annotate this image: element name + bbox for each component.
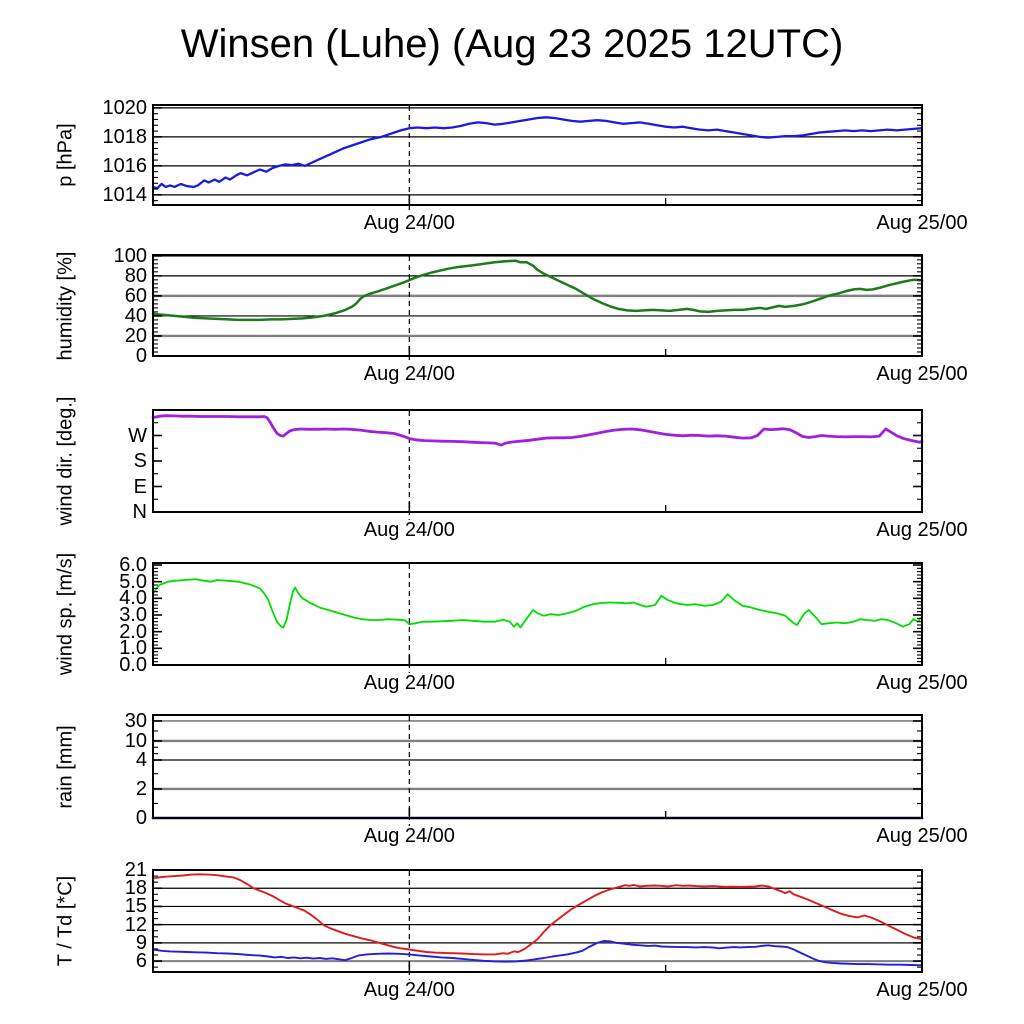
wind-direction-ytick: N xyxy=(132,501,147,523)
temperature-dewpoint-ytick: 21 xyxy=(124,859,147,881)
temperature-dewpoint-ytick: 18 xyxy=(124,877,147,900)
humidity-ytick: 40 xyxy=(124,304,147,327)
humidity-ytick: 20 xyxy=(124,324,147,347)
wind-direction-xlabel: Aug 24/00 xyxy=(363,519,455,541)
temperature-curve xyxy=(152,873,923,956)
pressure-ytick: 1018 xyxy=(102,125,148,148)
dewpoint-curve xyxy=(152,940,923,967)
wind-speed-xlabel: Aug 24/00 xyxy=(363,672,455,694)
rain-ytick: 30 xyxy=(124,709,147,732)
wind-speed-ytick: 5.0 xyxy=(119,570,147,593)
wind-speed-ytick: 0.0 xyxy=(119,654,147,676)
humidity-curve xyxy=(151,259,924,322)
temperature-dewpoint-ytick: 6 xyxy=(135,950,147,973)
rain-ylabel: rain [mm] xyxy=(54,724,77,809)
pressure-xlabel: Aug 25/00 xyxy=(876,212,968,234)
rain-xlabel: Aug 24/00 xyxy=(363,825,455,847)
rain-ytick: 10 xyxy=(124,729,147,752)
wind-speed-xlabel: Aug 25/00 xyxy=(876,672,968,694)
wind-direction-ylabel: wind dir. [deg.] xyxy=(54,396,77,526)
wind-speed-ytick: 2.0 xyxy=(119,620,147,643)
wind-direction-ytick: S xyxy=(133,450,147,472)
humidity-xlabel: Aug 24/00 xyxy=(363,363,455,385)
rain-ytick: 2 xyxy=(135,777,147,800)
pressure-ylabel: p [hPa] xyxy=(54,123,77,187)
humidity-ytick: 100 xyxy=(113,244,147,267)
pressure-xlabel: Aug 24/00 xyxy=(363,212,455,234)
pressure-frame xyxy=(152,104,923,206)
temperature-dewpoint-ytick: 12 xyxy=(124,913,147,936)
wind-speed-curve xyxy=(152,578,923,629)
temperature-dewpoint-ylabel: T / Td [*C] xyxy=(54,875,77,967)
temperature-dewpoint-ytick: 9 xyxy=(135,931,147,954)
pressure-curve xyxy=(151,116,924,190)
wind-speed-ytick: 1.0 xyxy=(119,637,147,660)
wind-direction-frame xyxy=(152,409,923,513)
rain-ytick: 0 xyxy=(135,807,147,829)
wind-speed-ytick: 3.0 xyxy=(119,604,147,626)
humidity-ytick: 60 xyxy=(124,284,147,307)
temperature-dewpoint-xlabel: Aug 24/00 xyxy=(363,979,455,1001)
humidity-ytick: 80 xyxy=(124,264,147,287)
humidity-frame xyxy=(152,254,923,357)
rain-frame xyxy=(152,714,923,819)
rain-xlabel: Aug 25/00 xyxy=(876,825,968,847)
pressure-ytick: 1016 xyxy=(102,154,148,177)
wind-direction-curve xyxy=(151,414,924,447)
wind-direction-xlabel: Aug 25/00 xyxy=(876,519,968,541)
pressure-ytick: 1014 xyxy=(102,183,148,206)
wind-speed-ylabel: wind sp. [m/s] xyxy=(54,552,77,676)
page-title: Winsen (Luhe) (Aug 23 2025 12UTC) xyxy=(180,22,844,66)
humidity-xlabel: Aug 25/00 xyxy=(876,363,968,385)
humidity-ytick: 0 xyxy=(135,345,147,367)
temperature-dewpoint-frame xyxy=(152,869,923,973)
temperature-dewpoint-ytick: 15 xyxy=(124,895,147,918)
humidity-ylabel: humidity [%] xyxy=(54,251,77,360)
rain-ytick: 4 xyxy=(135,749,147,771)
wind-speed-ytick: 6.0 xyxy=(119,554,147,576)
pressure-ytick: 1020 xyxy=(102,96,148,119)
wind-speed-ytick: 4.0 xyxy=(119,587,147,610)
wind-direction-ytick: E xyxy=(133,475,147,498)
wind-direction-ytick: W xyxy=(128,424,147,447)
temperature-dewpoint-xlabel: Aug 25/00 xyxy=(876,979,968,1001)
wind-speed-frame xyxy=(152,562,923,666)
